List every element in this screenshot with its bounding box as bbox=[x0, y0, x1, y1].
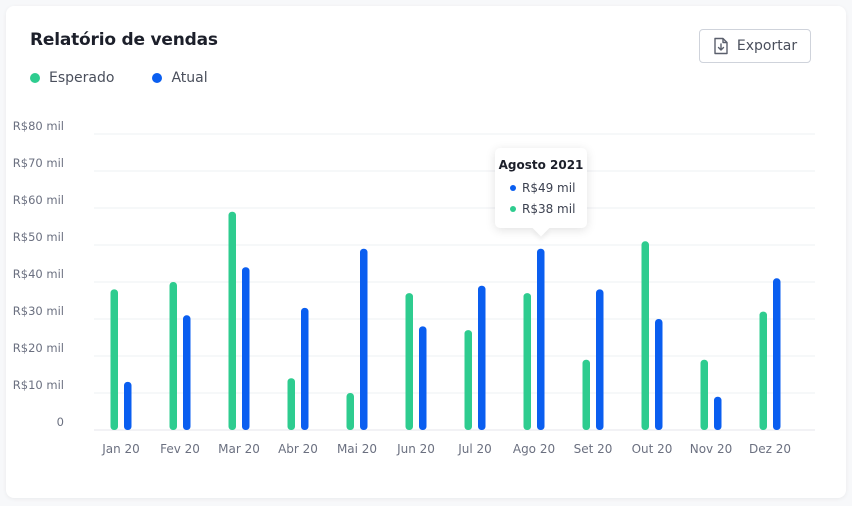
tooltip-dot-esperado bbox=[510, 206, 516, 212]
y-tick-label: R$60 mil bbox=[13, 193, 64, 207]
x-tick-label: Out 20 bbox=[632, 442, 673, 456]
bar-atual-mar-20[interactable] bbox=[242, 267, 250, 430]
tooltip-value-esperado: R$38 mil bbox=[522, 202, 576, 216]
bar-esperado-abr-20[interactable] bbox=[287, 378, 296, 430]
legend-item-atual: Atual bbox=[152, 70, 208, 86]
bar-esperado-mar-20[interactable] bbox=[228, 211, 237, 430]
bar-atual-jun-20[interactable] bbox=[419, 326, 427, 430]
bar-atual-mai-20[interactable] bbox=[360, 248, 368, 430]
bar-esperado-jun-20[interactable] bbox=[405, 293, 414, 430]
x-tick-label: Mai 20 bbox=[337, 442, 377, 456]
tooltip-title: Agosto 2021 bbox=[498, 158, 584, 172]
chart-legend: Esperado Atual bbox=[30, 70, 208, 86]
export-button-label: Exportar bbox=[736, 38, 798, 54]
y-tick-label: R$50 mil bbox=[13, 230, 64, 244]
y-tick-label: 0 bbox=[57, 415, 64, 429]
tooltip-row-esperado: R$38 mil bbox=[495, 202, 587, 216]
legend-label-atual: Atual bbox=[171, 70, 208, 86]
y-tick-label: R$40 mil bbox=[13, 267, 64, 281]
x-tick-label: Jul 20 bbox=[457, 442, 492, 456]
tooltip-row-atual: R$49 mil bbox=[495, 181, 587, 195]
x-tick-label: Abr 20 bbox=[278, 442, 318, 456]
x-tick-label: Jun 20 bbox=[396, 442, 435, 456]
x-tick-label: Dez 20 bbox=[749, 442, 791, 456]
y-tick-label: R$10 mil bbox=[13, 378, 64, 392]
legend-item-esperado: Esperado bbox=[30, 70, 114, 86]
bar-esperado-fev-20[interactable] bbox=[169, 282, 178, 430]
y-tick-label: R$80 mil bbox=[13, 119, 64, 133]
bar-esperado-nov-20[interactable] bbox=[700, 359, 709, 430]
bar-atual-jan-20[interactable] bbox=[124, 381, 132, 430]
bar-esperado-mai-20[interactable] bbox=[346, 393, 355, 430]
bar-atual-fev-20[interactable] bbox=[183, 315, 191, 430]
x-tick-label: Ago 20 bbox=[513, 442, 555, 456]
bar-esperado-jul-20[interactable] bbox=[464, 330, 473, 430]
bar-atual-nov-20[interactable] bbox=[714, 396, 722, 430]
legend-dot-esperado bbox=[30, 73, 40, 83]
bar-atual-abr-20[interactable] bbox=[301, 307, 309, 430]
bar-atual-ago-20[interactable] bbox=[537, 248, 545, 430]
x-tick-label: Set 20 bbox=[574, 442, 613, 456]
bar-esperado-dez-20[interactable] bbox=[759, 311, 768, 430]
bar-atual-dez-20[interactable] bbox=[773, 278, 781, 430]
page-title: Relatório de vendas bbox=[30, 30, 218, 50]
bar-esperado-ago-20[interactable] bbox=[523, 293, 532, 430]
x-tick-label: Jan 20 bbox=[101, 442, 140, 456]
x-tick-label: Nov 20 bbox=[690, 442, 733, 456]
y-tick-label: R$30 mil bbox=[13, 304, 64, 318]
bar-esperado-out-20[interactable] bbox=[641, 241, 650, 430]
tooltip-dot-atual bbox=[510, 185, 516, 191]
export-button[interactable]: Exportar bbox=[699, 29, 811, 63]
tooltip-value-atual: R$49 mil bbox=[522, 181, 576, 195]
legend-dot-atual bbox=[152, 73, 163, 83]
bar-atual-jul-20[interactable] bbox=[478, 285, 486, 430]
chart-tooltip: Agosto 2021 R$49 mil R$38 mil bbox=[495, 148, 587, 228]
bar-esperado-jan-20[interactable] bbox=[110, 289, 119, 430]
x-tick-label: Mar 20 bbox=[218, 442, 260, 456]
bar-esperado-set-20[interactable] bbox=[582, 359, 591, 430]
y-tick-label: R$70 mil bbox=[13, 156, 64, 170]
download-file-icon bbox=[713, 37, 729, 55]
legend-label-esperado: Esperado bbox=[49, 70, 115, 86]
bar-atual-set-20[interactable] bbox=[596, 289, 604, 430]
x-tick-label: Fev 20 bbox=[160, 442, 200, 456]
y-tick-label: R$20 mil bbox=[13, 341, 64, 355]
bar-atual-out-20[interactable] bbox=[655, 319, 663, 430]
